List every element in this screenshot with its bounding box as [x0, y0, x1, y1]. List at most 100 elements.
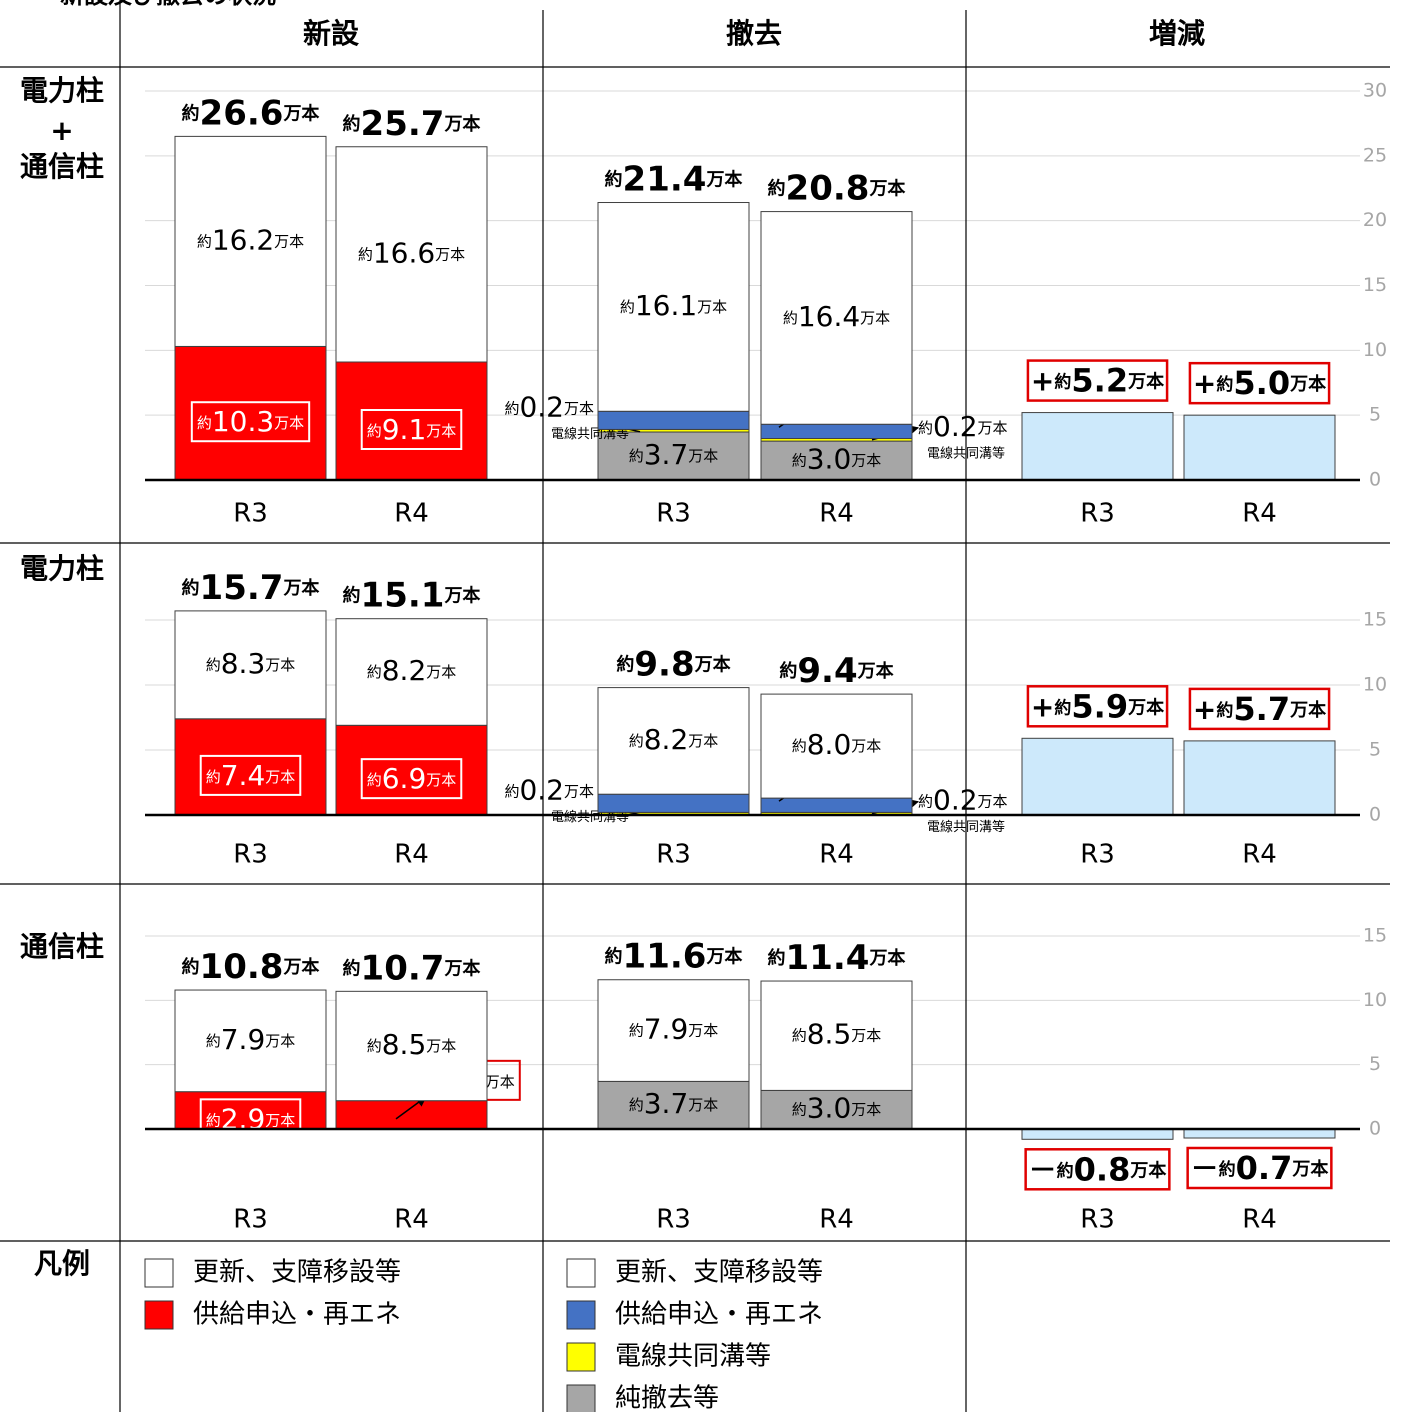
legend-swatch	[566, 1258, 596, 1288]
value-label: 約16.1万本	[620, 289, 727, 322]
value-label: 約3.0万本	[792, 443, 882, 476]
value-label: 約3.7万本	[629, 1087, 719, 1120]
y-tick-label: 10	[1363, 989, 1387, 1011]
label-box	[1188, 361, 1331, 405]
bar-segment	[760, 211, 913, 425]
value-label: －約0.7万本	[1191, 1149, 1329, 1187]
grid-layer	[145, 90, 1360, 1130]
total-label: 約11.6万本	[605, 936, 743, 976]
segment-annotation: 電線共同溝等	[927, 445, 1005, 461]
column-header: 撤去	[726, 17, 782, 50]
bar	[1183, 414, 1336, 481]
legend-label: 供給申込・再エネ	[193, 1300, 401, 1330]
x-tick-label: R4	[819, 1205, 854, 1235]
bar-segment	[335, 1100, 488, 1130]
total-label: 約15.7万本	[182, 567, 320, 607]
segment-annotation: 電線共同溝等	[927, 819, 1005, 835]
total-label: 約10.7万本	[343, 948, 481, 988]
legend-swatch	[144, 1300, 174, 1330]
legend-swatch	[144, 1258, 174, 1288]
y-tick-label: 5	[1369, 404, 1381, 426]
total-label: 約10.8万本	[182, 947, 320, 987]
bar-segment	[597, 793, 750, 813]
bar-segment	[174, 135, 327, 347]
value-label: 約8.3万本	[206, 647, 296, 680]
y-tick-label: 10	[1363, 339, 1387, 361]
x-tick-label: R3	[656, 840, 691, 870]
label-box	[1026, 359, 1169, 402]
x-tick-label: R3	[1080, 1205, 1115, 1235]
x-tick-label: R4	[1242, 499, 1277, 529]
bar-segment	[174, 989, 327, 1093]
x-tick-label: R3	[656, 499, 691, 529]
value-label: 約8.5万本	[792, 1018, 882, 1051]
legend-swatch	[566, 1342, 596, 1372]
bar-segment	[597, 979, 750, 1082]
total-label: 約20.8万本	[768, 168, 906, 208]
x-tick-label: R3	[1080, 840, 1115, 870]
x-tick-label: R4	[1242, 1205, 1277, 1235]
y-tick-label: 0	[1369, 1118, 1381, 1140]
bar-segment	[760, 797, 913, 813]
x-tick-label: R4	[819, 840, 854, 870]
bar-segment	[597, 202, 750, 412]
value-label: 約8.2万本	[629, 723, 719, 756]
bar-segment	[760, 980, 913, 1091]
bar-segment	[174, 610, 327, 720]
value-label: 約0.2万本	[504, 774, 594, 807]
legend-label: 更新、支障移設等	[615, 1258, 823, 1288]
label-box	[1186, 1146, 1333, 1190]
page-title: 新設及び撤去の状況	[60, 0, 276, 9]
label-box	[199, 754, 302, 796]
value-label: 約0.2万本	[504, 391, 594, 424]
x-tick-label: R3	[233, 1205, 268, 1235]
bar-segment	[760, 693, 913, 799]
x-tick-label: R4	[394, 1205, 429, 1235]
x-tick-label: R4	[394, 499, 429, 529]
value-label: 約0.2万本	[918, 410, 1008, 443]
y-tick-label: 10	[1363, 674, 1387, 696]
label-box	[1026, 685, 1169, 728]
x-tick-label: R3	[656, 1205, 691, 1235]
value-label: 約8.2万本	[367, 654, 457, 687]
label-box	[360, 409, 463, 451]
bar-segment	[597, 1080, 750, 1130]
total-label: 約25.7万本	[343, 103, 481, 143]
y-tick-label: 5	[1369, 1053, 1381, 1075]
value-label: 約9.1万本	[367, 413, 457, 446]
x-tick-label: R3	[1080, 499, 1115, 529]
value-label: 約16.6万本	[358, 236, 465, 269]
value-label: 約3.7万本	[629, 438, 719, 471]
row-label: 通信柱	[20, 930, 104, 963]
value-label: +約5.7万本	[1193, 690, 1326, 728]
row-label: 電力柱	[20, 552, 104, 585]
x-tick-label: R4	[394, 840, 429, 870]
x-tick-label: R3	[233, 499, 268, 529]
value-label: 約7.9万本	[629, 1013, 719, 1046]
y-tick-label: 15	[1363, 609, 1387, 631]
y-tick-label: 5	[1369, 739, 1381, 761]
bar	[1021, 737, 1174, 816]
y-tick-label: 15	[1363, 274, 1387, 296]
legend-label: 供給申込・再エネ	[615, 1300, 823, 1330]
bar-segment	[597, 687, 750, 795]
segment-annotation: 電線共同溝等	[551, 426, 629, 442]
bar-segment	[335, 146, 488, 363]
bar	[1183, 740, 1336, 816]
total-label: 約9.4万本	[779, 651, 893, 691]
column-header: 増減	[1149, 17, 1205, 50]
value-label: 約7.9万本	[206, 1023, 296, 1056]
y-tick-label: 0	[1369, 804, 1381, 826]
total-label: 約26.6万本	[182, 93, 320, 133]
bar-segment	[335, 990, 488, 1102]
value-label: 約7.4万本	[206, 759, 296, 792]
value-label: 約16.2万本	[197, 223, 304, 256]
value-label: －約0.8万本	[1029, 1150, 1167, 1188]
y-tick-label: 20	[1363, 209, 1387, 231]
x-tick-label: R4	[1242, 840, 1277, 870]
value-label: +約5.0万本	[1193, 364, 1326, 402]
column-header: 新設	[303, 17, 360, 50]
value-label: 約16.4万本	[783, 300, 890, 333]
